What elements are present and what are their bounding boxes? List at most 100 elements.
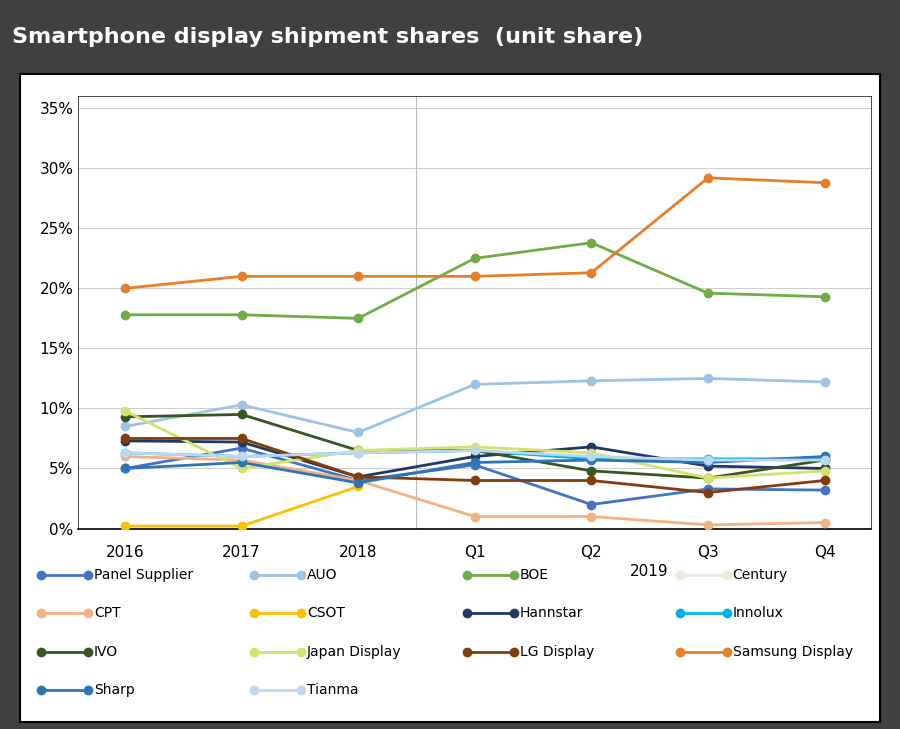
Hannstar [819, 464, 830, 473]
Text: Smartphone display shipment shares  (unit share): Smartphone display shipment shares (unit… [12, 27, 643, 47]
Innolux [703, 454, 714, 463]
Japan Display [470, 443, 481, 451]
Text: LG Display: LG Display [520, 644, 594, 659]
CSOT [120, 522, 130, 531]
AUO [819, 378, 830, 386]
LG Display [819, 476, 830, 485]
Sharp [703, 458, 714, 467]
Text: Panel Supplier: Panel Supplier [94, 568, 194, 582]
CPT [120, 452, 130, 461]
Text: AUO: AUO [307, 568, 338, 582]
Japan Display [120, 407, 130, 416]
AUO [236, 400, 247, 409]
Samsung Display [470, 272, 481, 281]
Hannstar [353, 472, 364, 481]
Text: 2018: 2018 [339, 545, 377, 560]
Panel Supplier [703, 485, 714, 494]
BOE [236, 311, 247, 319]
Hannstar [236, 437, 247, 446]
AUO [353, 428, 364, 437]
Line: Hannstar: Hannstar [121, 437, 829, 481]
Hannstar [470, 452, 481, 461]
IVO [703, 474, 714, 483]
BOE [703, 289, 714, 297]
Text: Tianma: Tianma [307, 683, 358, 697]
Text: Q1: Q1 [464, 545, 486, 560]
Text: 2017: 2017 [222, 545, 261, 560]
Line: Sharp: Sharp [121, 452, 829, 487]
Tianma [586, 452, 597, 461]
Line: AUO: AUO [121, 374, 829, 437]
Text: Innolux: Innolux [733, 607, 784, 620]
IVO [120, 413, 130, 421]
Tianma [470, 446, 481, 455]
Japan Display [236, 464, 247, 473]
AUO [586, 376, 597, 385]
LG Display [236, 434, 247, 443]
Line: IVO: IVO [121, 410, 829, 483]
Samsung Display [236, 272, 247, 281]
AUO [120, 422, 130, 431]
Text: IVO: IVO [94, 644, 118, 659]
Line: Tianma: Tianma [121, 446, 829, 464]
Tianma [353, 448, 364, 457]
Text: Q2: Q2 [580, 545, 602, 560]
Tianma [703, 456, 714, 464]
LG Display [353, 472, 364, 481]
AUO [470, 380, 481, 389]
Line: Panel Supplier: Panel Supplier [121, 444, 829, 509]
Text: CPT: CPT [94, 607, 121, 620]
Line: Innolux: Innolux [121, 446, 829, 463]
Japan Display [819, 467, 830, 475]
Text: BOE: BOE [520, 568, 549, 582]
Samsung Display [703, 174, 714, 182]
IVO [470, 446, 481, 455]
Panel Supplier [819, 486, 830, 494]
Sharp [120, 464, 130, 473]
LG Display [120, 434, 130, 443]
LG Display [586, 476, 597, 485]
Innolux [353, 448, 364, 457]
Innolux [120, 448, 130, 457]
Samsung Display [120, 284, 130, 293]
Text: Japan Display: Japan Display [307, 644, 401, 659]
CSOT [236, 522, 247, 531]
BOE [470, 254, 481, 262]
Samsung Display [586, 268, 597, 277]
Japan Display [353, 446, 364, 455]
Hannstar [586, 443, 597, 451]
Innolux [819, 454, 830, 463]
Text: Q3: Q3 [698, 545, 719, 560]
Innolux [236, 452, 247, 461]
Sharp [586, 456, 597, 464]
Line: CPT: CPT [121, 452, 829, 529]
IVO [586, 467, 597, 475]
LG Display [470, 476, 481, 485]
Panel Supplier [353, 476, 364, 485]
Innolux [586, 454, 597, 463]
Text: Q4: Q4 [814, 545, 835, 560]
Text: Century: Century [733, 568, 788, 582]
Panel Supplier [236, 444, 247, 453]
Line: LG Display: LG Display [121, 434, 829, 496]
Text: Samsung Display: Samsung Display [733, 644, 853, 659]
Sharp [353, 478, 364, 487]
CPT [819, 518, 830, 527]
Line: Samsung Display: Samsung Display [121, 174, 829, 292]
Line: BOE: BOE [121, 238, 829, 322]
Japan Display [586, 448, 597, 457]
Text: 2016: 2016 [105, 545, 144, 560]
Text: Sharp: Sharp [94, 683, 135, 697]
BOE [120, 311, 130, 319]
CPT [236, 456, 247, 464]
AUO [703, 374, 714, 383]
Hannstar [120, 437, 130, 445]
Tianma [120, 448, 130, 457]
Tianma [236, 452, 247, 461]
Sharp [819, 452, 830, 461]
Sharp [470, 458, 481, 467]
Japan Display [703, 474, 714, 483]
Text: 2019: 2019 [630, 564, 669, 579]
IVO [353, 446, 364, 455]
CSOT [353, 482, 364, 491]
